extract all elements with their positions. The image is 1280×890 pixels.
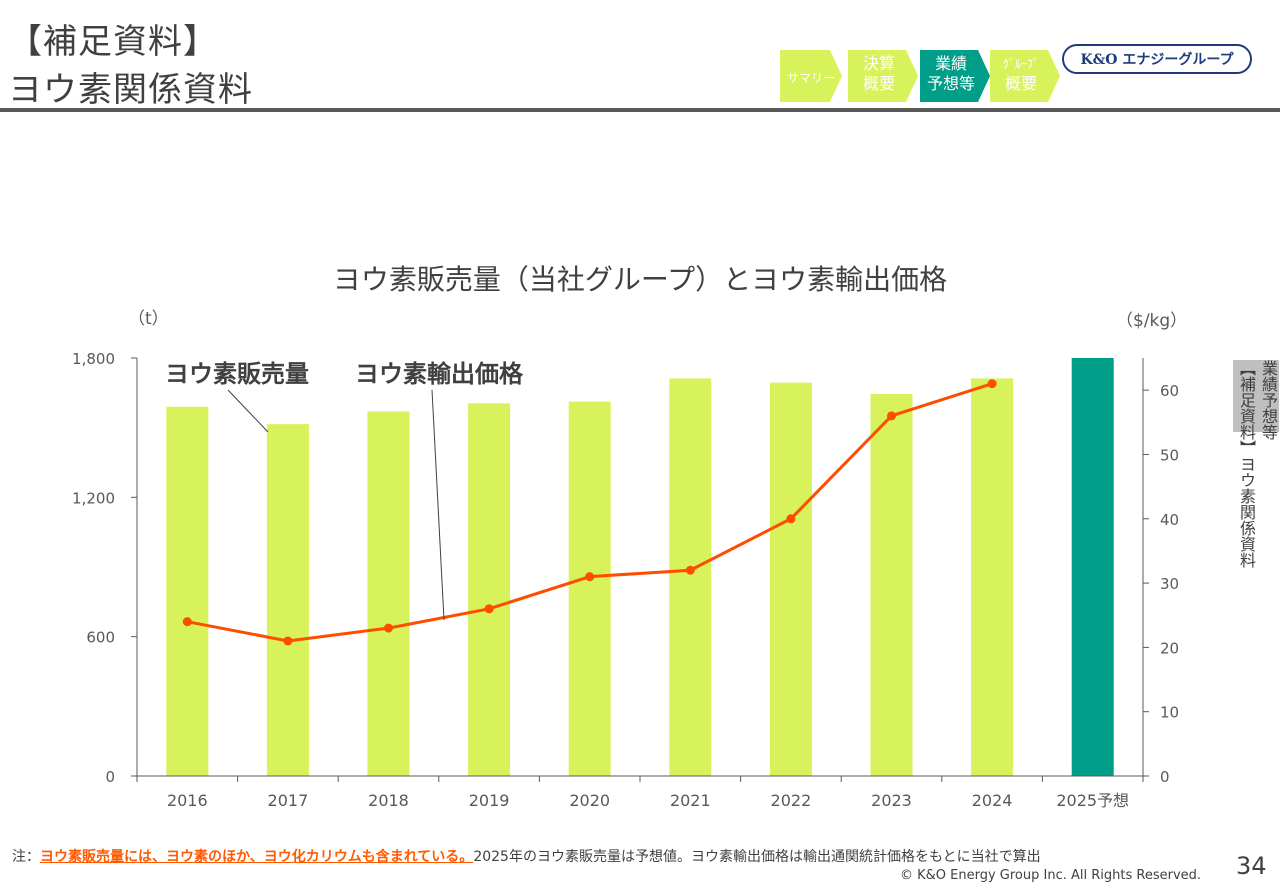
- y2-axis-label: （$/kg）: [1116, 311, 1188, 331]
- nav-group-label2: 概要: [1004, 74, 1037, 93]
- y2-tick-label: 30: [1160, 575, 1179, 593]
- price-point-2022: [786, 514, 796, 524]
- bar-2016: [166, 406, 209, 776]
- nav-summary-label: サマリー: [786, 71, 835, 85]
- x-tick-label: 2021: [670, 791, 711, 810]
- header-divider: [0, 108, 1280, 112]
- bar-2021: [669, 378, 712, 776]
- y2-tick-label: 50: [1160, 446, 1179, 464]
- y-tick-label: 0: [105, 768, 115, 786]
- page-number: 34: [1236, 852, 1267, 880]
- price-point-2023: [887, 411, 896, 421]
- nav-results-label1: 決算: [862, 54, 895, 73]
- bar-2020: [568, 401, 611, 776]
- leader-line-sales: [227, 389, 269, 433]
- x-tick-label: 2022: [771, 791, 812, 810]
- series-label-sales: ヨウ素販売量: [165, 360, 309, 388]
- footnote-prefix: 注：: [12, 849, 40, 865]
- x-tick-label: 2024: [972, 791, 1013, 810]
- footnote: 注：ヨウ素販売量には、ヨウ素のほか、ヨウ化カリウムも含まれている。2025年のヨ…: [12, 846, 1041, 866]
- x-tick-label: 2016: [167, 791, 208, 810]
- nav-forecast-label1: 業績: [934, 54, 967, 73]
- price-point-2018: [384, 623, 393, 633]
- nav-group-label1: ｸﾞﾙｰﾌﾟ: [1002, 57, 1039, 71]
- copyright: © K&O Energy Group Inc. All Rights Reser…: [900, 868, 1202, 883]
- footnote-rest: 2025年のヨウ素販売量は予想値。ヨウ素輸出価格は輸出通関統計価格をもとに当社で…: [473, 849, 1041, 865]
- side-tab: 業績予想等 【補足資料】ヨウ素関係資料: [1233, 360, 1279, 570]
- x-tick-label: 2018: [368, 791, 409, 810]
- bar-2019: [468, 403, 511, 776]
- nav-group[interactable]: ｸﾞﾙｰﾌﾟ 概要: [990, 46, 1060, 102]
- series-label-price: ヨウ素輸出価格: [355, 360, 524, 388]
- bar-2023: [870, 393, 913, 776]
- bar-2022: [769, 382, 812, 776]
- y-tick-label: 1,800: [72, 350, 115, 368]
- x-tick-label: 2019: [469, 791, 510, 810]
- bar-2017: [266, 424, 309, 776]
- nav-summary[interactable]: サマリー: [780, 46, 842, 102]
- price-point-2020: [585, 572, 595, 582]
- page-title-line1: 【補足資料】: [8, 22, 218, 62]
- leader-line-price: [431, 389, 445, 621]
- side-tab-active: [1233, 360, 1279, 432]
- bar-2018: [367, 411, 410, 776]
- y2-tick-label: 40: [1160, 511, 1179, 529]
- bar-2025予想: [1071, 358, 1114, 776]
- footnote-emphasis: ヨウ素販売量には、ヨウ素のほか、ヨウ化カリウムも含まれている。: [40, 849, 474, 865]
- bar-2024: [971, 378, 1014, 776]
- x-tick-label: 2023: [871, 791, 912, 810]
- company-logo: K&O エナジーグループ: [1062, 44, 1252, 74]
- x-tick-label: 2017: [268, 791, 309, 810]
- side-tab-label-bottom: 【補足資料】ヨウ素関係資料: [1237, 360, 1256, 568]
- y2-tick-label: 10: [1160, 704, 1179, 722]
- nav-forecast[interactable]: 業績 予想等: [920, 46, 990, 102]
- nav-forecast-label2: 予想等: [926, 74, 975, 93]
- y2-tick-label: 60: [1160, 382, 1179, 400]
- x-tick-label: 2025予想: [1056, 791, 1129, 810]
- y-axis-label: （t）: [128, 309, 169, 329]
- price-point-2021: [685, 565, 695, 575]
- nav-results-label2: 概要: [862, 74, 895, 93]
- y2-tick-label: 20: [1160, 639, 1179, 657]
- price-point-2024: [987, 379, 997, 389]
- side-tab-label-top: 業績予想等: [1259, 360, 1278, 440]
- page-title-line2: ヨウ素関係資料: [8, 70, 253, 110]
- nav-results[interactable]: 決算 概要: [848, 46, 918, 102]
- y-tick-label: 1,200: [72, 489, 115, 507]
- chart-title: ヨウ素販売量（当社グループ）とヨウ素輸出価格: [332, 263, 948, 296]
- y-tick-label: 600: [86, 629, 115, 647]
- x-tick-label: 2020: [569, 791, 610, 810]
- price-point-2016: [182, 617, 192, 627]
- price-point-2017: [283, 636, 293, 646]
- y2-tick-label: 0: [1160, 768, 1170, 786]
- price-point-2019: [484, 604, 494, 614]
